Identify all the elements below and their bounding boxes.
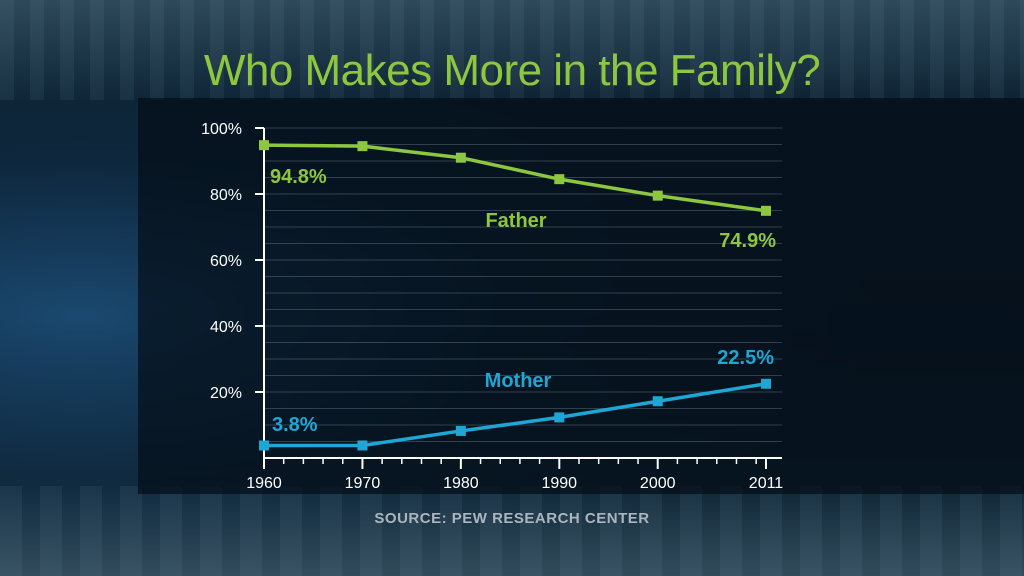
father-marker <box>455 152 466 163</box>
father-marker <box>554 174 565 185</box>
x-tick-label: 1970 <box>345 475 381 492</box>
source-note: SOURCE: PEW RESEARCH CENTER <box>374 510 650 527</box>
series-label-father: Father <box>485 210 546 232</box>
mother-line <box>264 382 767 448</box>
father-line <box>263 143 767 213</box>
series-label-mother: Mother <box>485 370 552 392</box>
data-label-mother-first: 3.8% <box>272 414 318 436</box>
father-marker <box>652 190 663 201</box>
x-tick-label: 2011 <box>749 475 784 492</box>
father-marker <box>357 141 368 152</box>
data-label-father-first: 94.8% <box>270 166 327 188</box>
mother-marker <box>357 440 368 451</box>
x-tick-label: 2000 <box>640 475 676 492</box>
city-skyline-bottom <box>0 486 1024 576</box>
x-tick-label: 1990 <box>541 475 577 492</box>
data-label-father-last: 74.9% <box>719 230 776 252</box>
chart-title: Who Makes More in the Family? <box>203 46 821 95</box>
chart-panel <box>138 98 1024 494</box>
data-label-mother-last: 22.5% <box>717 347 774 369</box>
y-tick-label: 80% <box>210 187 242 204</box>
city-skyline-top <box>0 0 1024 100</box>
y-tick-label: 100% <box>201 121 242 138</box>
mother-marker <box>554 412 565 423</box>
x-tick-label: 1980 <box>443 475 479 492</box>
father-marker <box>259 140 269 151</box>
mother-marker <box>455 425 466 436</box>
y-tick-label: 60% <box>210 253 242 270</box>
mother-marker <box>652 396 663 407</box>
mother-marker <box>259 440 269 451</box>
x-tick-label: 1960 <box>246 475 282 492</box>
father-marker <box>761 205 771 216</box>
y-tick-label: 40% <box>210 319 242 336</box>
y-tick-label: 20% <box>210 385 242 402</box>
mother-marker <box>761 378 771 389</box>
